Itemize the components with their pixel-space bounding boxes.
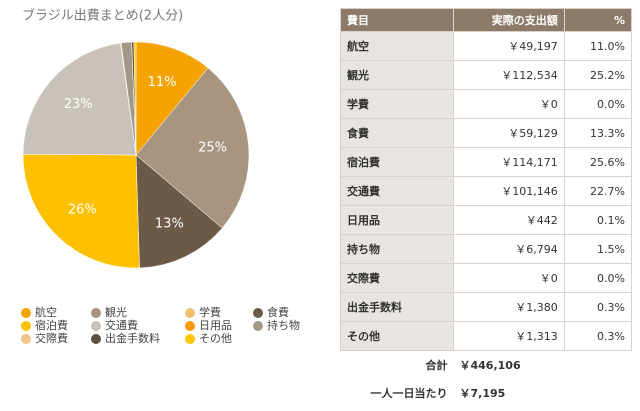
category-cell: 交通費 [340, 176, 454, 206]
table-row: 食費 ￥59,129 13.3% [340, 118, 633, 148]
footer-value: ￥446,106 [453, 350, 565, 379]
value-cell: ￥114,171 [453, 147, 565, 177]
legend-label: 持ち物 [267, 318, 300, 332]
legend-label: 学費 [199, 305, 221, 319]
pie-slice [135, 41, 209, 156]
pie-slice [133, 41, 137, 156]
value-cell: ￥101,146 [453, 176, 565, 206]
slice-label: 26% [68, 203, 97, 218]
value-cell: ￥0 [453, 263, 565, 293]
legend-label: 日用品 [199, 319, 232, 332]
table-row: 学費 ￥0 0.0% [340, 89, 633, 119]
legend-swatch [21, 308, 31, 318]
legend-swatch [91, 308, 101, 318]
footer-value: ￥7,195 [453, 379, 565, 407]
footer-label: 合計 [340, 350, 454, 379]
value-cell: 13.3% [563, 118, 633, 148]
legend-swatch [91, 321, 101, 331]
value-cell: 0.3% [563, 292, 633, 322]
slice-label: 25% [198, 141, 227, 156]
expense-table: 費目 実際の支出額% 航空 ￥49,197 11.0% 観光 ￥112,534 25.2% 学費… [340, 8, 633, 407]
table-row: その他 ￥1,313 0.3% [340, 321, 633, 351]
footer-row: 一人一日当たり ￥7,195 [340, 379, 632, 407]
legend-label: 交通費 [105, 318, 138, 332]
table-row: 宿泊費 ￥114,171 25.6% [340, 147, 633, 177]
value-cell: 25.2% [563, 60, 633, 90]
legend-label: 出金手数料 [105, 331, 160, 345]
value-cell: 25.6% [563, 147, 633, 177]
category-cell: その他 [340, 321, 454, 351]
legend-label: 航空 [35, 305, 57, 319]
value-cell: 0.3% [563, 321, 633, 351]
legend-swatch [185, 321, 195, 331]
legend-label: 観光 [105, 305, 127, 319]
category-cell: 宿泊費 [340, 147, 454, 177]
slice-label: 11% [148, 75, 177, 90]
category-cell: 観光 [340, 60, 454, 90]
legend-swatch [253, 321, 263, 331]
value-cell: ￥49,197 [453, 31, 565, 61]
slice-label: 23% [64, 97, 93, 112]
legend-swatch [91, 334, 101, 344]
header-cell: % [563, 8, 633, 32]
value-cell: ￥1,313 [453, 321, 565, 351]
category-cell: 学費 [340, 89, 454, 119]
category-cell: 食費 [340, 118, 454, 148]
value-cell: 1.5% [563, 234, 633, 264]
legend-label: 食費 [267, 305, 289, 319]
table-row: 交通費 ￥101,146 22.7% [340, 176, 633, 206]
header-cell: 実際の支出額 [453, 8, 565, 32]
value-cell: ￥112,534 [453, 60, 565, 90]
legend-swatch [21, 334, 31, 344]
footer-label: 一人一日当たり [340, 379, 454, 407]
pie-slice [22, 154, 140, 269]
value-cell: 11.0% [563, 31, 633, 61]
category-cell: 航空 [340, 31, 454, 61]
category-cell: 持ち物 [340, 234, 454, 264]
footer-empty [564, 350, 632, 379]
chart: ブラジル出費まとめ(2人分) 11% 25% 13% 26% 23% 航空 観光 学費 食費宿泊… [21, 8, 300, 345]
table-row: 交際費 ￥0 0.0% [340, 263, 633, 293]
legend-label: 宿泊費 [35, 318, 68, 332]
value-cell: 0.0% [563, 89, 633, 119]
legend-label: 交際費 [35, 331, 68, 345]
legend-label: その他 [199, 332, 232, 345]
pie-slice [135, 154, 223, 269]
header-cell: 費目 [340, 8, 454, 32]
table-row: 持ち物 ￥6,794 1.5% [340, 234, 633, 264]
value-cell: ￥6,794 [453, 234, 565, 264]
value-cell: ￥1,380 [453, 292, 565, 322]
value-cell: 0.0% [563, 263, 633, 293]
legend-swatch [185, 308, 195, 318]
table-row: 航空 ￥49,197 11.0% [340, 31, 633, 61]
category-cell: 日用品 [340, 205, 454, 235]
legend-swatch [253, 308, 263, 318]
footer-empty [564, 379, 632, 407]
legend-swatch [185, 334, 195, 344]
category-cell: 交際費 [340, 263, 454, 293]
value-cell: 0.1% [563, 205, 633, 235]
legend-swatch [21, 321, 31, 331]
value-cell: ￥442 [453, 205, 565, 235]
chart-title: ブラジル出費まとめ(2人分) [22, 8, 183, 24]
pie-slice [135, 67, 250, 229]
table-row: 観光 ￥112,534 25.2% [340, 60, 633, 90]
value-cell: 22.7% [563, 176, 633, 206]
value-cell: ￥59,129 [453, 118, 565, 148]
slice-label: 13% [155, 217, 184, 232]
value-cell: ￥0 [453, 89, 565, 119]
category-cell: 出金手数料 [340, 292, 454, 322]
footer-row: 合計 ￥446,106 [340, 350, 632, 379]
pie-slice [22, 42, 137, 156]
table-row: 出金手数料 ￥1,380 0.3% [340, 292, 633, 322]
table-row: 日用品 ￥442 0.1% [340, 205, 633, 235]
